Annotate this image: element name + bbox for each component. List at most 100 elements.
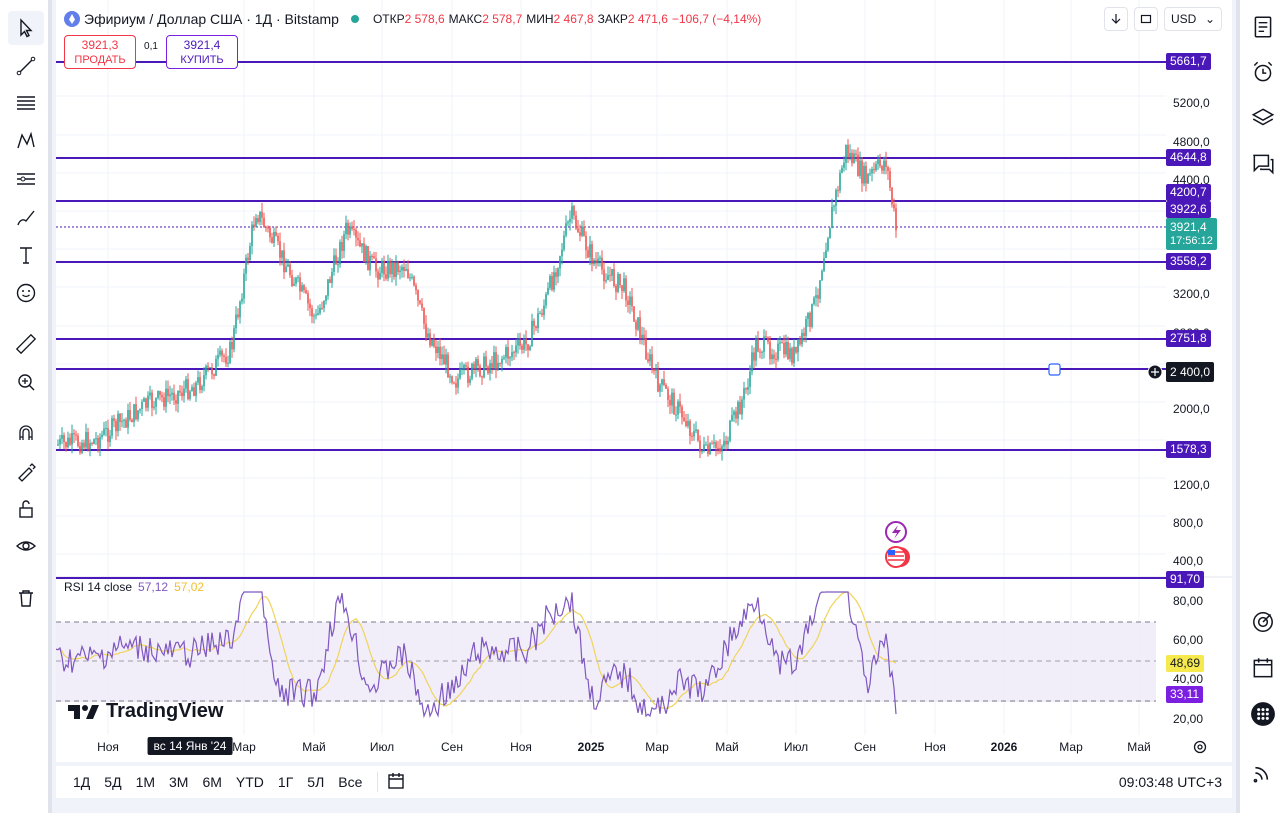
candle-body [841,167,843,173]
level-lines[interactable] [56,61,1166,579]
candle-body [211,367,213,375]
candle-body [157,391,159,398]
buy-button[interactable]: 3921,4 КУПИТЬ [166,35,238,69]
broadcast-icon[interactable] [1246,755,1280,789]
magnet-icon[interactable] [8,416,44,450]
candle-body [715,442,717,448]
target-icon[interactable] [1246,605,1280,639]
calendar-icon[interactable] [386,771,406,794]
candle-body [379,272,381,280]
candle-body [685,420,687,427]
candle-body [721,446,723,452]
candle-body [703,444,705,450]
candle-body [269,227,271,238]
refresh-icon[interactable] [1134,7,1158,31]
candle-body [655,369,657,372]
trash-icon[interactable] [8,581,44,615]
text-tool-icon[interactable] [8,238,44,272]
range-5y-button[interactable]: 5Л [307,774,325,790]
trend-line-icon[interactable] [8,49,44,83]
candle-body [477,359,479,366]
range-3m-button[interactable]: 3М [169,774,189,790]
clock[interactable]: 09:03:48 UTC+3 [1118,774,1222,790]
horizontal-lines-icon[interactable] [8,86,44,120]
range-all-button[interactable]: Все [338,774,363,790]
brush-tool-icon[interactable] [8,200,44,234]
candle-body [859,160,861,176]
time-label: Ноя [924,740,946,754]
drawing-lock-icon[interactable] [8,454,44,488]
candle-body [129,409,131,420]
candle-body [383,260,385,275]
level-label[interactable]: 1578,3 [1166,441,1211,458]
rsi-level-label[interactable]: 91,70 [1166,571,1205,588]
line-handle[interactable] [1048,363,1061,376]
layers-icon[interactable] [1246,101,1280,135]
level-label[interactable]: 3922,6 [1166,201,1211,218]
candle-body [361,243,363,247]
level-label[interactable]: 4644,8 [1166,149,1211,166]
candle-body [367,246,369,271]
currency-select[interactable]: USD ⌄ [1164,7,1222,31]
time-axis[interactable]: Ноя Мар Май Июл Сен Ноя 2025 Мар Май Июл… [56,736,1232,758]
candle-body [517,340,519,346]
symbol-title[interactable]: Эфириум / Доллар США · 1Д · Bitstamp [84,11,339,27]
candle-body [873,168,875,171]
candle-body [589,244,591,258]
chat-icon[interactable] [1246,147,1280,181]
candle-body [505,347,507,358]
range-5d-button[interactable]: 5Д [104,774,122,790]
candle-body [453,382,455,384]
candle-body [823,257,825,271]
download-icon[interactable] [1104,7,1128,31]
level-label[interactable]: 2751,8 [1166,330,1211,347]
candle-body [683,417,685,421]
candle-body [359,240,361,247]
range-6m-button[interactable]: 6М [202,774,222,790]
candle-body [569,218,571,222]
axis-settings-gear-icon[interactable] [1192,739,1208,758]
candle-body [629,296,631,305]
alarm-clock-icon[interactable] [1246,55,1280,89]
zoom-in-icon[interactable] [8,365,44,399]
candle-body [651,354,653,370]
candle-body [275,232,277,236]
tradingview-logo[interactable]: TradingView [68,700,223,723]
candle-body [293,283,295,286]
calendar-icon[interactable] [1246,651,1280,685]
range-1y-button[interactable]: 1Г [277,774,294,790]
level-label[interactable]: 4200,7 [1166,184,1211,201]
range-ytd-button[interactable]: YTD [235,774,264,790]
range-1d-button[interactable]: 1Д [73,774,91,790]
candle-body [863,166,865,184]
candle-body [541,313,543,315]
eye-icon[interactable] [8,529,44,563]
cursor-tool-icon[interactable] [8,11,44,45]
candle-body [783,342,785,355]
chart-canvas[interactable] [56,0,1232,762]
candle-body [407,269,409,278]
range-1m-button[interactable]: 1М [135,774,156,790]
apps-grid-icon[interactable] [1246,697,1280,731]
emoji-tool-icon[interactable] [8,276,44,310]
candle-body [443,354,445,365]
chart-area[interactable]: Эфириум / Доллар США · 1Д · Bitstamp ОТК… [56,0,1232,762]
ruler-icon[interactable] [8,327,44,361]
candle-body [603,269,605,282]
unlock-icon[interactable] [8,492,44,526]
ohlc-change: −106,7 (−4,14%) [671,12,762,26]
sell-button[interactable]: 3921,3 ПРОДАТЬ [64,35,136,69]
rsi-legend[interactable]: RSI 14 close 57,12 57,02 [64,580,204,594]
pattern-tool-icon[interactable] [8,124,44,158]
candle-body [811,304,813,327]
candle-body [239,301,241,318]
level-label[interactable]: 5661,7 [1166,53,1211,70]
candle-body [193,387,195,396]
market-status-icon[interactable] [350,15,359,23]
level-label[interactable]: 3558,2 [1166,253,1211,270]
candle-body [105,427,107,429]
watchlist-icon[interactable] [1246,10,1280,44]
candle-body [717,447,719,449]
forecast-tool-icon[interactable] [8,162,44,196]
candle-body [529,346,531,350]
